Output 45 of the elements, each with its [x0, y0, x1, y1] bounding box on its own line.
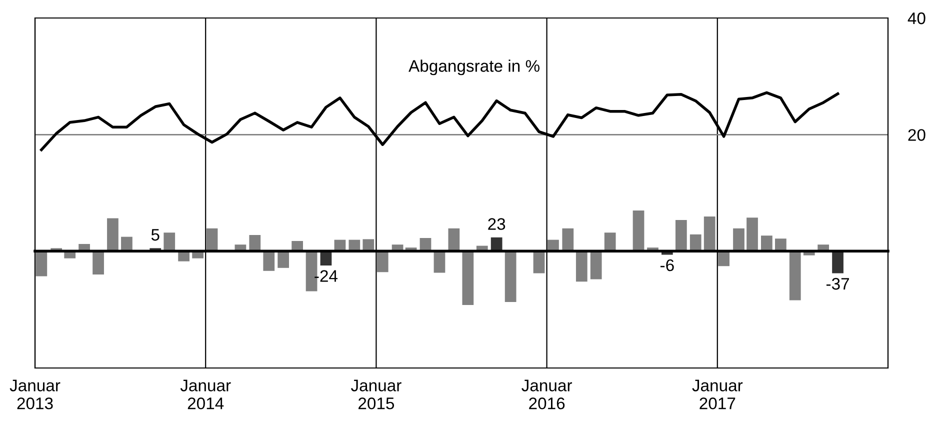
bar [121, 236, 132, 252]
bar [604, 232, 616, 252]
bar [675, 220, 687, 252]
bar [718, 251, 730, 266]
bar [789, 251, 801, 300]
bar [690, 234, 702, 252]
data-label: -6 [660, 259, 674, 272]
bar [107, 218, 118, 252]
series-label: Abgangsrate in % [408, 60, 540, 76]
bar [278, 251, 290, 268]
bar [632, 210, 644, 252]
bar [533, 251, 545, 274]
x-tick-label: Januar 2017 [692, 380, 743, 410]
bar [733, 228, 744, 252]
y-tick-label: 20 [908, 129, 926, 141]
bar [434, 251, 446, 273]
bar [263, 251, 275, 271]
x-tick-label: Januar 2013 [10, 380, 60, 410]
bar [362, 239, 374, 252]
bar [576, 251, 588, 282]
x-tick-label: Januar 2015 [350, 380, 402, 410]
bar [746, 218, 758, 252]
bar [704, 216, 716, 252]
bar [775, 238, 786, 252]
data-label: -37 [826, 278, 849, 290]
x-tick-label: Januar 2016 [522, 380, 572, 410]
bar [376, 251, 388, 272]
data-label: -24 [314, 270, 338, 282]
x-tick-label: Januar 2014 [180, 380, 231, 410]
data-label: 5 [151, 229, 160, 241]
bar [206, 228, 218, 252]
y-tick-label: 40 [908, 12, 926, 24]
bar [761, 236, 772, 252]
bar [448, 228, 460, 252]
bar [504, 251, 516, 302]
bar [490, 237, 502, 252]
bar [92, 251, 104, 274]
bar [832, 251, 844, 274]
bar [590, 251, 602, 280]
bar [164, 232, 176, 252]
bar [562, 228, 574, 252]
bar [249, 235, 261, 252]
data-label: 23 [488, 218, 506, 230]
bar [462, 251, 474, 305]
bar [36, 251, 48, 276]
